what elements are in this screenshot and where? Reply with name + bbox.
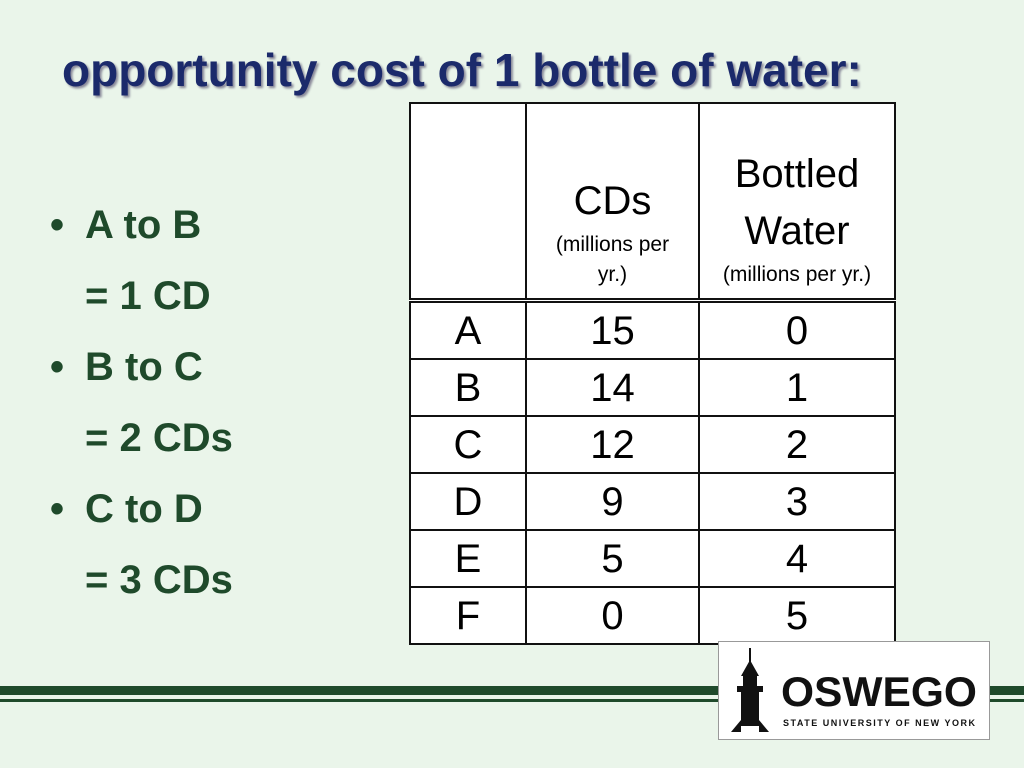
bullet-detail: = 1 CD	[85, 274, 211, 318]
row-label: D	[409, 472, 527, 531]
bullet-list: A to B = 1 CD B to C = 2 CDs C to D = 3 CDs	[50, 190, 233, 616]
logo-name: OSWEGO	[781, 668, 977, 715]
row-label: E	[409, 529, 527, 588]
header-cell	[409, 102, 527, 303]
tower-icon	[731, 648, 769, 732]
logo-subtitle: STATE UNIVERSITY OF NEW YORK	[783, 718, 976, 728]
column-name: CDs	[573, 179, 652, 223]
header-cell: Bottled Water (millions per yr.)	[698, 102, 896, 303]
table-cell: 5	[698, 586, 896, 645]
slide-title: opportunity cost of 1 bottle of water:	[62, 44, 862, 96]
header-row: CDs (millions per yr.) Bottled Water (mill…	[409, 102, 896, 303]
row-label: C	[409, 415, 527, 474]
footer-lines	[0, 686, 1024, 702]
table-cell: 14	[525, 358, 700, 417]
footer-bar	[990, 699, 1024, 702]
column-name: Bottled Water	[734, 152, 860, 253]
bullet: C to D = 3 CDs	[50, 474, 233, 616]
data-table: CDs (millions per yr.) Bottled Water (mill…	[409, 102, 896, 645]
table-cell: 12	[525, 415, 700, 474]
footer-bar	[0, 686, 718, 695]
footer-bar	[990, 686, 1024, 695]
table-row: B 14 1	[409, 358, 896, 417]
table-row: A 15 0	[409, 299, 896, 360]
bullet: A to B = 1 CD	[50, 190, 233, 332]
table-cell: 0	[698, 299, 896, 360]
table-cell: 0	[525, 586, 700, 645]
bullet-label: A to B	[50, 190, 233, 261]
logo-graphic: OSWEGO STATE UNIVERSITY OF NEW YORK	[731, 648, 977, 732]
header-cell: CDs (millions per yr.)	[525, 102, 700, 303]
row-label: B	[409, 358, 527, 417]
table-cell: 1	[698, 358, 896, 417]
footer-bar	[0, 699, 718, 702]
bullet-label: C to D	[50, 474, 233, 545]
table-row: C 12 2	[409, 415, 896, 474]
column-unit: (millions per yr.)	[555, 233, 670, 286]
row-label: A	[409, 299, 527, 360]
table-cell: 15	[525, 299, 700, 360]
logo: OSWEGO STATE UNIVERSITY OF NEW YORK	[718, 641, 990, 740]
table-body: A 15 0 B 14 1 C 12 2 D 9 3 E 5 4 F 0 5	[409, 299, 896, 645]
table-cell: 5	[525, 529, 700, 588]
bullet: B to C = 2 CDs	[50, 332, 233, 474]
bullet-detail: = 3 CDs	[85, 558, 233, 602]
bullet-label: B to C	[50, 332, 233, 403]
table-cell: 3	[698, 472, 896, 531]
table-cell: 9	[525, 472, 700, 531]
row-label: F	[409, 586, 527, 645]
bullet-detail: = 2 CDs	[85, 416, 233, 460]
column-unit: (millions per yr.)	[722, 263, 872, 286]
table-cell: 2	[698, 415, 896, 474]
table-cell: 4	[698, 529, 896, 588]
